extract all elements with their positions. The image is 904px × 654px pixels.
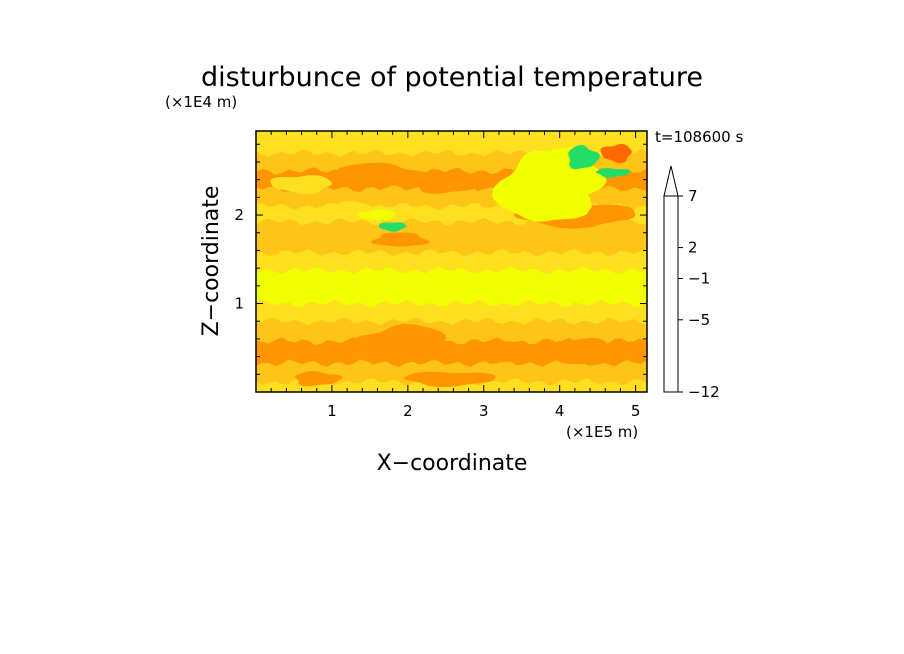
contour-feature xyxy=(270,175,333,195)
contour-band xyxy=(256,284,647,307)
chart-title: disturbunce of potential temperature xyxy=(201,62,703,93)
contour-band xyxy=(256,131,647,157)
plot-frame xyxy=(255,130,648,393)
contour-feature xyxy=(411,174,484,194)
contour-band xyxy=(256,317,647,345)
contour-feature xyxy=(334,162,431,187)
contour-feature xyxy=(379,222,407,232)
contour-band xyxy=(256,233,647,257)
y-unit-label: (×1E4 m) xyxy=(165,93,237,111)
contour-field xyxy=(256,131,647,392)
y-tick-label: 2 xyxy=(234,206,244,224)
contour-feature xyxy=(596,168,631,178)
contour-feature xyxy=(600,143,632,164)
contour-band xyxy=(256,299,647,326)
colorbar-tick-label: −5 xyxy=(688,311,710,329)
contour-feature xyxy=(294,371,343,387)
x-tick-label: 3 xyxy=(479,402,489,420)
colorbar-frame xyxy=(663,195,679,393)
contour-band xyxy=(256,248,647,275)
colorbar-tick-label: −1 xyxy=(688,270,710,288)
x-tick-label: 1 xyxy=(327,402,337,420)
contour-band xyxy=(256,359,647,386)
contour-feature xyxy=(467,341,536,363)
colorbar-tick-label: 2 xyxy=(688,239,698,257)
contour-feature xyxy=(559,337,626,365)
x-axis-label: X−coordinate xyxy=(377,451,528,476)
y-axis-label: Z−coordinate xyxy=(199,186,224,337)
colorbar-tick-label: −12 xyxy=(688,383,720,401)
contour-band xyxy=(256,266,647,292)
contour-feature xyxy=(351,323,446,362)
contour-feature xyxy=(568,145,600,170)
contour-feature xyxy=(403,371,496,387)
x-tick-label: 2 xyxy=(403,402,413,420)
x-tick-label: 5 xyxy=(631,402,641,420)
colorbar-extend-arrow xyxy=(663,165,679,197)
time-label: t=108600 s xyxy=(655,128,743,146)
x-tick-label: 4 xyxy=(555,402,565,420)
contour-feature xyxy=(370,232,430,247)
colorbar-tick-label: 7 xyxy=(688,187,698,205)
x-unit-label: (×1E5 m) xyxy=(566,423,638,441)
contour-feature xyxy=(356,209,397,221)
colorbar: −12−5−127 xyxy=(663,165,720,401)
y-tick-label: 1 xyxy=(234,295,244,313)
